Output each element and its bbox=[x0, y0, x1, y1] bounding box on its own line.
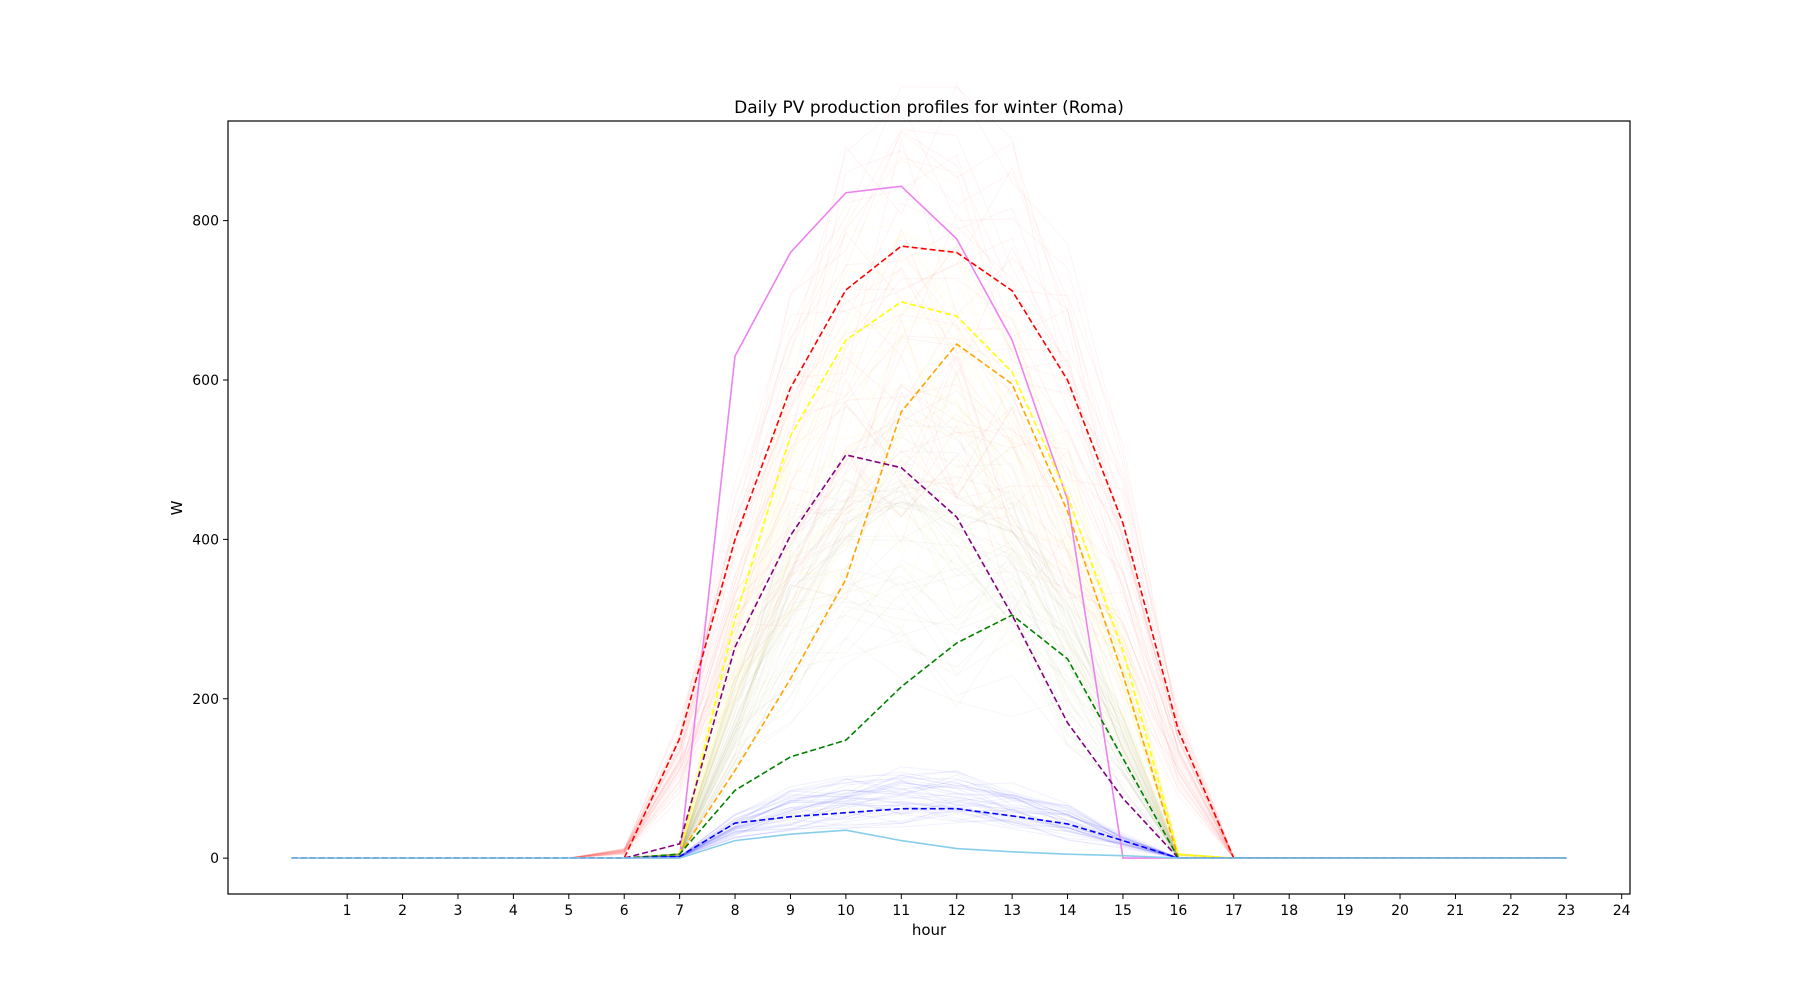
background-profile-line bbox=[291, 237, 1567, 859]
x-tick-label: 21 bbox=[1447, 903, 1465, 919]
background-profile-line bbox=[291, 779, 1567, 859]
series-line-8 bbox=[291, 829, 1567, 859]
background-profile-line bbox=[291, 800, 1567, 859]
background-profile-line bbox=[291, 236, 1567, 859]
background-profile-line bbox=[291, 390, 1567, 859]
x-tick-label: 16 bbox=[1169, 903, 1187, 919]
y-ticks: 0 200 400 600 800 bbox=[192, 214, 228, 867]
background-profile-line bbox=[291, 397, 1567, 859]
background-profile-line bbox=[291, 254, 1567, 859]
background-profile-line bbox=[291, 600, 1567, 859]
y-tick-label: 600 bbox=[192, 373, 219, 389]
background-profile-line bbox=[291, 489, 1567, 859]
background-profile-line bbox=[291, 234, 1567, 859]
background-profile-line bbox=[291, 796, 1567, 859]
series-layer bbox=[291, 185, 1567, 859]
x-ticks: 1 2 3 4 5 6 7 8 9 10 11 12 13 14 15 16 17 18 19 20 21 22 23 24 bbox=[343, 894, 1631, 919]
x-tick-label: 7 bbox=[675, 903, 684, 919]
background-profile-line bbox=[291, 595, 1567, 859]
x-tick-label: 14 bbox=[1059, 903, 1077, 919]
background-profile-line bbox=[291, 261, 1567, 859]
background-profile-line bbox=[291, 787, 1567, 859]
background-profile-line bbox=[291, 354, 1567, 859]
series-line-1 bbox=[291, 185, 1567, 859]
background-profile-line bbox=[291, 796, 1567, 859]
background-profile-line bbox=[291, 818, 1567, 859]
x-tick-label: 22 bbox=[1502, 903, 1520, 919]
y-tick-label: 400 bbox=[192, 532, 219, 548]
background-profile-line bbox=[291, 561, 1567, 859]
plot-frame bbox=[227, 120, 1631, 895]
x-tick-label: 18 bbox=[1280, 903, 1298, 919]
background-profile-line bbox=[291, 489, 1567, 859]
background-profile-line bbox=[291, 812, 1567, 859]
background-profile-line bbox=[291, 803, 1567, 859]
background-profile-line bbox=[291, 795, 1567, 859]
x-tick-label: 19 bbox=[1336, 903, 1354, 919]
background-profiles bbox=[291, 83, 1567, 859]
x-tick-label: 2 bbox=[398, 903, 407, 919]
x-tick-label: 13 bbox=[1003, 903, 1021, 919]
x-tick-label: 17 bbox=[1225, 903, 1243, 919]
series-line-7 bbox=[291, 807, 1567, 859]
series-line-6 bbox=[291, 614, 1567, 859]
background-profile-line bbox=[291, 454, 1567, 859]
x-tick-label: 5 bbox=[564, 903, 573, 919]
background-profile-line bbox=[291, 779, 1567, 859]
background-profile-line bbox=[291, 535, 1567, 859]
x-tick-label: 15 bbox=[1114, 903, 1132, 919]
x-tick-label: 12 bbox=[948, 903, 966, 919]
x-tick-label: 24 bbox=[1613, 903, 1631, 919]
background-profile-line bbox=[291, 412, 1567, 859]
background-profile-line bbox=[291, 354, 1567, 859]
background-profile-line bbox=[291, 813, 1567, 859]
background-profile-line bbox=[291, 438, 1567, 859]
x-tick-label: 20 bbox=[1391, 903, 1409, 919]
background-profile-line bbox=[291, 230, 1567, 859]
background-profile-line bbox=[291, 355, 1567, 859]
x-tick-label: 4 bbox=[509, 903, 518, 919]
background-profile-line bbox=[291, 489, 1567, 859]
background-profile-line bbox=[291, 575, 1567, 859]
background-profile-line bbox=[291, 789, 1567, 859]
x-tick-label: 9 bbox=[786, 903, 795, 919]
background-profile-line bbox=[291, 597, 1567, 859]
x-tick-label: 10 bbox=[837, 903, 855, 919]
background-profile-line bbox=[291, 279, 1567, 859]
background-profile-line bbox=[291, 159, 1567, 859]
x-tick-label: 23 bbox=[1557, 903, 1575, 919]
x-tick-label: 11 bbox=[892, 903, 910, 919]
y-tick-label: 800 bbox=[192, 214, 219, 230]
background-profile-line bbox=[291, 477, 1567, 859]
background-profile-line bbox=[291, 809, 1567, 859]
background-profile-line bbox=[291, 417, 1567, 859]
background-profile-line bbox=[291, 807, 1567, 859]
x-tick-label: 6 bbox=[620, 903, 629, 919]
chart-title: Daily PV production profiles for winter … bbox=[734, 98, 1124, 118]
background-profile-line bbox=[291, 416, 1567, 859]
y-tick-label: 0 bbox=[210, 851, 219, 867]
background-profile-line bbox=[291, 476, 1567, 859]
background-profile-line bbox=[291, 232, 1567, 859]
background-profile-line bbox=[291, 406, 1567, 859]
x-tick-label: 1 bbox=[343, 903, 352, 919]
x-tick-label: 8 bbox=[731, 903, 740, 919]
y-axis-label: W bbox=[168, 500, 186, 515]
background-profile-line bbox=[291, 139, 1567, 859]
y-tick-label: 200 bbox=[192, 692, 219, 708]
background-profile-line bbox=[291, 245, 1567, 859]
background-profile-line bbox=[291, 803, 1567, 859]
background-profile-line bbox=[291, 778, 1567, 859]
background-profile-line bbox=[291, 245, 1567, 859]
background-profile-line bbox=[291, 558, 1567, 859]
background-profile-line bbox=[291, 207, 1567, 859]
background-profile-line bbox=[291, 234, 1567, 859]
x-tick-label: 3 bbox=[454, 903, 463, 919]
x-axis-label: hour bbox=[912, 921, 947, 939]
background-profile-line bbox=[291, 475, 1567, 859]
